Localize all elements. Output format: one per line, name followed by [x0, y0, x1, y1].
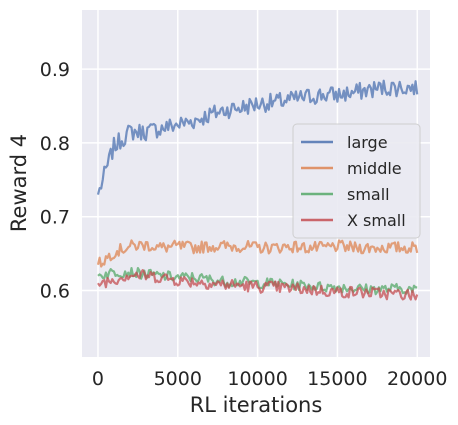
- series-layer: [96, 79, 419, 301]
- legend-label: middle: [347, 159, 402, 178]
- series-line-large: [96, 79, 419, 195]
- x-tick-label: 5000: [154, 368, 202, 390]
- y-axis-label: Reward 4: [7, 134, 31, 232]
- legend-label: large: [347, 133, 388, 152]
- y-axis-ticks: 0.6 0.7 0.8 0.9: [40, 59, 70, 302]
- x-tick-label: 10000: [227, 368, 287, 390]
- x-tick-label: 0: [92, 368, 104, 390]
- legend-label: X small: [347, 211, 406, 230]
- legend: large middle small X small: [292, 123, 421, 239]
- series-line-middle: [96, 239, 419, 268]
- y-tick-label: 0.9: [40, 59, 70, 81]
- legend-box: [292, 123, 421, 239]
- y-tick-label: 0.8: [40, 133, 70, 155]
- series-line-x-small: [97, 269, 419, 301]
- y-tick-label: 0.7: [40, 207, 70, 229]
- x-axis-ticks: 0 5000 10000 15000 20000: [92, 368, 448, 390]
- legend-label: small: [347, 185, 390, 204]
- x-tick-label: 15000: [307, 368, 367, 390]
- x-tick-label: 20000: [387, 368, 447, 390]
- x-axis-label: RL iterations: [190, 393, 323, 417]
- y-tick-label: 0.6: [40, 281, 70, 303]
